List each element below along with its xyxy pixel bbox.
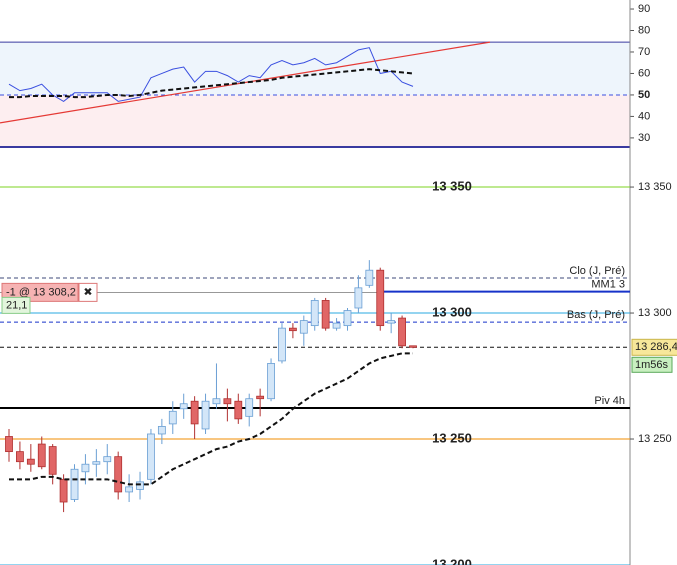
candle-body [168,410,177,425]
order-close-button[interactable] [78,282,98,302]
rsi-tick-label: 60 [638,67,650,79]
candle-body [398,317,406,347]
candle-body [321,300,330,329]
price-tick-label: 13 300 [638,307,672,319]
candle-body [103,456,112,463]
rsi-tick-label: 70 [638,46,650,58]
candle-body [278,327,286,362]
rsi-upper-band [0,42,630,95]
candle-body [299,320,308,334]
rsi-lower-band [0,94,630,148]
candle-body [5,436,13,453]
last-price-label: 13 286,4 [635,341,677,353]
candle-body [16,451,24,463]
rsi-trendline [0,41,491,124]
price-level-label: 13 350 [432,178,472,193]
candle-body [354,287,363,309]
rsi-tick-label: 90 [638,3,650,15]
candle-body [114,456,123,493]
candle-body [409,345,417,348]
price-tick-label: 13 250 [638,433,672,445]
rsi-tick-label: 40 [638,110,650,122]
last-price-box [631,338,677,356]
rsi-tick-label: 50 [638,89,650,101]
candle-body [179,403,188,410]
candle-body [147,433,155,480]
candle-body [81,463,90,473]
candle-body [136,481,144,490]
candle-body [70,468,79,500]
candle-body [26,458,35,465]
rsi-line [8,47,414,102]
candle-body [223,398,232,405]
price-level-label: Bas (J, Pré) [567,309,625,321]
price-level-label: Clo (J, Pré) [569,265,625,277]
rsi-line [9,68,414,99]
candle-body [125,486,134,493]
candle-body [190,400,199,425]
candle-body [201,400,210,430]
order-label: -1 @ 13 308,2 [6,286,76,298]
rsi-tick-label: 80 [638,24,650,36]
position-box [1,296,31,314]
candle-body [234,400,243,420]
candle-body [256,395,265,400]
candle-body [343,310,352,327]
moving-average [9,352,413,486]
price-level-label: MM1 3 [591,279,625,291]
position-size: 21,1 [6,299,27,311]
price-tick-label: 13 350 [638,181,672,193]
candle-body [37,443,46,468]
candle-body [212,398,221,405]
candle-body [59,478,68,503]
candle-body [288,327,297,332]
price-level-label: 13 300 [432,304,472,319]
price-level-label: Piv 4h [594,395,625,407]
candle-body [245,398,254,417]
candle-body [365,269,374,286]
order-close-icon: ✖ [83,286,92,298]
price-level-label: 13 200 [432,556,472,565]
rsi-tick-label: 30 [638,132,650,144]
timer-label: 1m56s [635,359,669,371]
candle-body [92,461,101,465]
candle-body [332,322,341,329]
candle-body [157,426,166,435]
price-level-label: 13 250 [432,430,472,445]
candle-body [267,363,275,400]
candle-body [376,269,385,327]
candle-body [48,446,57,475]
candle-body [310,300,319,327]
timer-box [631,356,673,373]
candle-body [387,320,396,324]
